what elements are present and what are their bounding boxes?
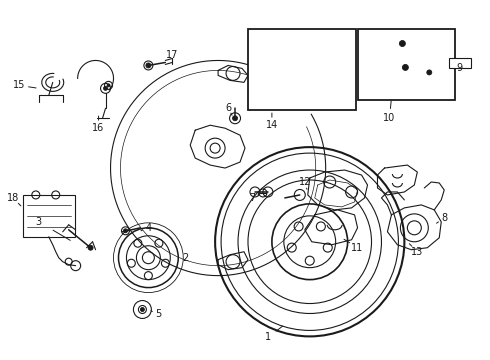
Text: 6: 6 [225, 103, 231, 113]
Circle shape [427, 70, 432, 75]
Circle shape [233, 116, 238, 121]
Circle shape [107, 84, 110, 87]
Text: 11: 11 [351, 243, 364, 253]
Text: 10: 10 [383, 113, 395, 123]
Text: 9: 9 [456, 63, 462, 73]
Text: 15: 15 [13, 80, 25, 90]
Text: 12: 12 [298, 177, 311, 187]
Bar [449, 58, 471, 68]
Text: 8: 8 [441, 213, 447, 223]
Text: 1: 1 [265, 332, 271, 342]
Text: 5: 5 [155, 310, 162, 319]
Text: 3: 3 [36, 217, 42, 227]
Bar [248, 28, 356, 110]
Circle shape [146, 63, 151, 68]
Bar [358, 28, 455, 100]
Bar [23, 195, 74, 237]
Text: 17: 17 [166, 50, 178, 60]
Circle shape [123, 229, 127, 233]
Text: 2: 2 [182, 253, 188, 263]
Text: 13: 13 [411, 247, 423, 257]
Text: 18: 18 [7, 193, 19, 203]
Circle shape [399, 41, 405, 46]
Text: 7: 7 [249, 193, 255, 203]
Circle shape [402, 64, 408, 71]
Circle shape [88, 245, 93, 250]
Text: 4: 4 [146, 223, 151, 233]
Text: 16: 16 [93, 123, 105, 133]
Text: 14: 14 [266, 120, 278, 130]
Circle shape [141, 307, 145, 311]
Circle shape [103, 86, 107, 90]
